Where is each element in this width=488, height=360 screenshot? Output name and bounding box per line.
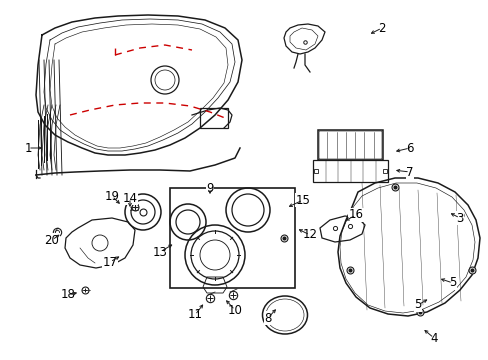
Text: 2: 2: [378, 22, 385, 35]
Text: 1: 1: [24, 141, 32, 154]
Text: 8: 8: [264, 311, 271, 324]
Text: 20: 20: [44, 234, 60, 247]
Text: 14: 14: [122, 192, 137, 204]
Bar: [200, 108, 227, 128]
Text: 15: 15: [295, 194, 310, 207]
Text: 18: 18: [61, 288, 75, 302]
Text: 12: 12: [302, 229, 317, 242]
Text: 5: 5: [448, 276, 456, 289]
Text: 7: 7: [406, 166, 413, 179]
Bar: [317, 130, 382, 160]
Text: 5: 5: [413, 298, 421, 311]
Text: 19: 19: [104, 189, 119, 202]
Text: 11: 11: [187, 309, 202, 321]
Text: 16: 16: [348, 208, 363, 221]
Text: 17: 17: [102, 256, 117, 269]
Text: 9: 9: [206, 181, 213, 194]
Bar: [170, 188, 294, 288]
Text: 10: 10: [227, 303, 242, 316]
Text: 13: 13: [152, 246, 167, 258]
Text: 3: 3: [455, 211, 463, 225]
Text: 6: 6: [406, 141, 413, 154]
Text: 4: 4: [429, 332, 437, 345]
